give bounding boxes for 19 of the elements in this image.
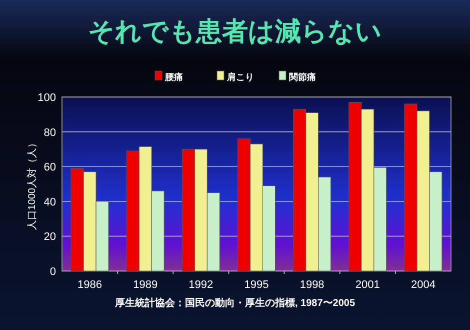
y-tick-label: 80 xyxy=(44,126,56,139)
x-tick-label: 1989 xyxy=(133,279,158,291)
legend-label: 肩こり xyxy=(226,72,254,82)
x-tick-label: 1986 xyxy=(78,279,102,291)
legend-label: 腰痛 xyxy=(164,72,183,82)
chart-title: それでも患者は減らない xyxy=(88,16,382,46)
y-tick-label: 60 xyxy=(44,162,56,174)
legend-label: 関節痛 xyxy=(289,72,316,82)
x-tick-label: 2004 xyxy=(410,279,436,291)
x-tick-label: 1992 xyxy=(188,279,214,291)
x-tick-label: 1998 xyxy=(300,279,324,291)
x-tick-label: 2001 xyxy=(355,279,380,291)
y-tick-label: 100 xyxy=(38,92,56,104)
y-tick-label: 40 xyxy=(44,196,56,208)
y-tick-label: 0 xyxy=(50,266,56,278)
y-axis-title: 人口1000人対（人） xyxy=(26,138,38,230)
y-tick-label: 20 xyxy=(44,231,56,244)
text: 厚生統計協会：国民の動向・厚生の指標, 1987〜2005 xyxy=(114,297,356,309)
x-tick-label: 1995 xyxy=(244,279,269,291)
